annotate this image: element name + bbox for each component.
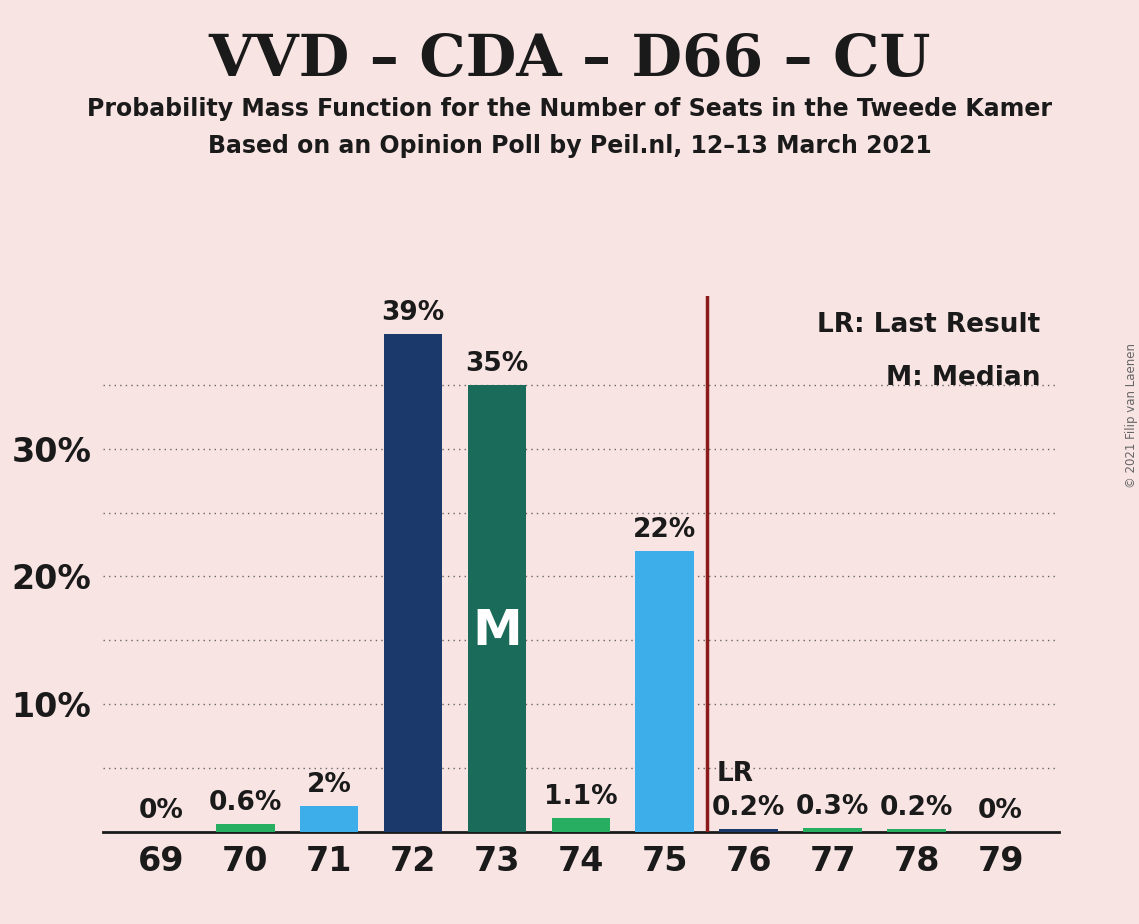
Text: 39%: 39%	[382, 300, 444, 326]
Text: 0.2%: 0.2%	[880, 796, 953, 821]
Text: 2%: 2%	[306, 772, 352, 798]
Bar	[468, 385, 526, 832]
Bar	[803, 828, 862, 832]
Text: 1.1%: 1.1%	[544, 784, 617, 810]
Text: 35%: 35%	[466, 351, 528, 377]
Text: 0%: 0%	[978, 798, 1023, 824]
Text: M: M	[472, 607, 522, 654]
Text: Probability Mass Function for the Number of Seats in the Tweede Kamer: Probability Mass Function for the Number…	[87, 97, 1052, 121]
Bar	[551, 818, 611, 832]
Bar	[384, 334, 442, 832]
Text: 0%: 0%	[139, 798, 183, 824]
Text: Based on an Opinion Poll by Peil.nl, 12–13 March 2021: Based on an Opinion Poll by Peil.nl, 12–…	[207, 134, 932, 158]
Text: 0.3%: 0.3%	[796, 794, 869, 821]
Bar	[887, 829, 947, 832]
Bar	[636, 551, 694, 832]
Text: 0.2%: 0.2%	[712, 796, 786, 821]
Text: 0.6%: 0.6%	[208, 790, 281, 816]
Text: 22%: 22%	[633, 517, 696, 543]
Bar	[300, 806, 359, 832]
Text: © 2021 Filip van Laenen: © 2021 Filip van Laenen	[1124, 344, 1138, 488]
Text: LR: Last Result: LR: Last Result	[817, 311, 1040, 338]
Text: VVD – CDA – D66 – CU: VVD – CDA – D66 – CU	[208, 32, 931, 89]
Bar	[720, 829, 778, 832]
Text: LR: LR	[716, 761, 754, 787]
Text: M: Median: M: Median	[886, 365, 1040, 392]
Bar	[215, 824, 274, 832]
